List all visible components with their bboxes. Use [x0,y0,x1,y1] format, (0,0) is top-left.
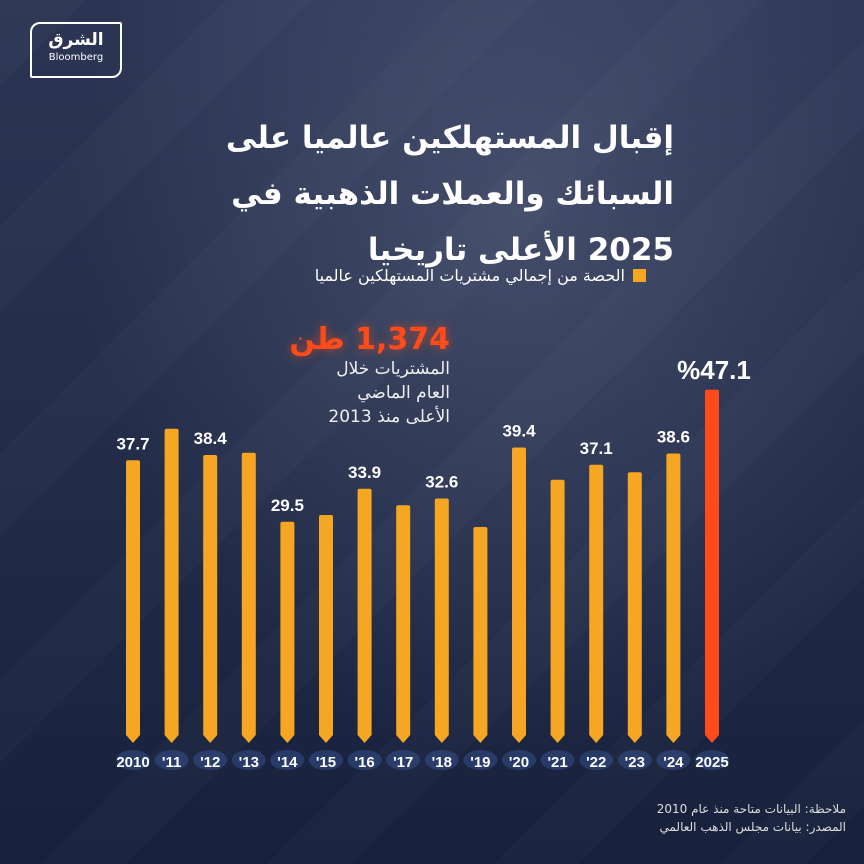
x-tick-label: '18 [432,754,452,771]
x-tick-label: '14 [277,754,298,771]
legend-swatch [633,269,646,282]
tick-pedestal [695,750,729,770]
tick-pedestal [463,750,498,770]
bar [280,521,295,743]
x-tick-label: '17 [393,754,413,771]
x-tick-label: 2025 [695,754,728,771]
x-tick-label: '19 [470,754,490,771]
bar [357,488,372,743]
tick-pedestal [154,750,189,770]
tick-pedestal [617,750,652,770]
annotation-line: العام الماضي [357,383,450,403]
logo-arabic: الشرق [48,30,104,50]
bar [589,464,604,743]
source: المصدر: بيانات مجلس الذهب العالمي [659,820,846,834]
data-label: 39.4 [502,422,536,441]
legend-label: الحصة من إجمالي مشتريات المستهلكين عالمي… [314,266,625,285]
data-label: 37.7 [116,434,149,453]
bar [241,452,256,743]
annotation-line: المشتريات خلال [336,359,450,379]
footnotes: ملاحظة: البيانات متاحة منذ عام 2010 المص… [657,800,846,836]
x-tick-label: '24 [663,754,684,771]
bar [666,453,681,743]
x-tick-label: '22 [586,754,606,771]
tick-pedestal [386,750,421,770]
annotation-line: الأعلى منذ 2013 [328,407,450,427]
data-label: 33.9 [348,463,381,482]
bar [396,505,411,743]
tick-pedestal [347,750,382,770]
tick-pedestal [270,750,305,770]
bar [434,498,449,743]
bar [627,472,642,743]
tick-pedestal [502,750,536,770]
note: ملاحظة: البيانات متاحة منذ عام 2010 [656,802,846,816]
tick-pedestal [193,750,228,770]
asharq-bloomberg-logo: الشرق Bloomberg [30,22,122,78]
x-tick-label: '16 [354,754,374,771]
x-tick-label: 2010 [116,754,149,771]
title-line: إقبال المستهلكين عالميا على [225,120,674,156]
tick-pedestal [309,750,343,770]
x-tick-label: '21 [547,754,567,771]
data-label: 38.6 [657,428,690,447]
data-label: %47.1 [677,355,751,385]
tick-pedestal [424,750,459,770]
data-label: 37.1 [580,439,613,458]
x-tick-label: '23 [625,754,645,771]
bar [550,479,565,743]
x-tick-label: '11 [162,754,181,771]
annotation: 1,374 طن المشتريات خلال العام الماضي الأ… [280,322,450,429]
data-label: 32.6 [425,473,458,492]
tick-pedestal [540,750,575,770]
x-tick-label: '20 [509,754,529,771]
bar [164,428,179,743]
bar [512,447,526,743]
tick-pedestal [656,750,691,770]
logo-english: Bloomberg [48,52,104,63]
bar [203,455,218,743]
bar [705,389,719,743]
data-label: 29.5 [271,496,304,515]
tick-pedestal [231,750,266,770]
data-label: 38.4 [194,429,228,448]
x-tick-label: '12 [200,754,220,771]
legend: الحصة من إجمالي مشتريات المستهلكين عالمي… [315,266,646,285]
tick-pedestal [116,750,150,770]
x-tick-label: '13 [239,754,259,771]
title-line: السبائك والعملات الذهبية في [231,176,674,212]
bar [473,527,488,743]
annotation-value: 1,374 طن [289,322,450,357]
title-line: 2025 الأعلى تاريخيا [367,232,674,268]
bar [126,460,140,743]
x-tick-label: '15 [316,754,336,771]
bar [319,515,333,743]
tick-pedestal [579,750,614,770]
chart-title: إقبال المستهلكين عالميا على السبائك والع… [74,110,674,278]
